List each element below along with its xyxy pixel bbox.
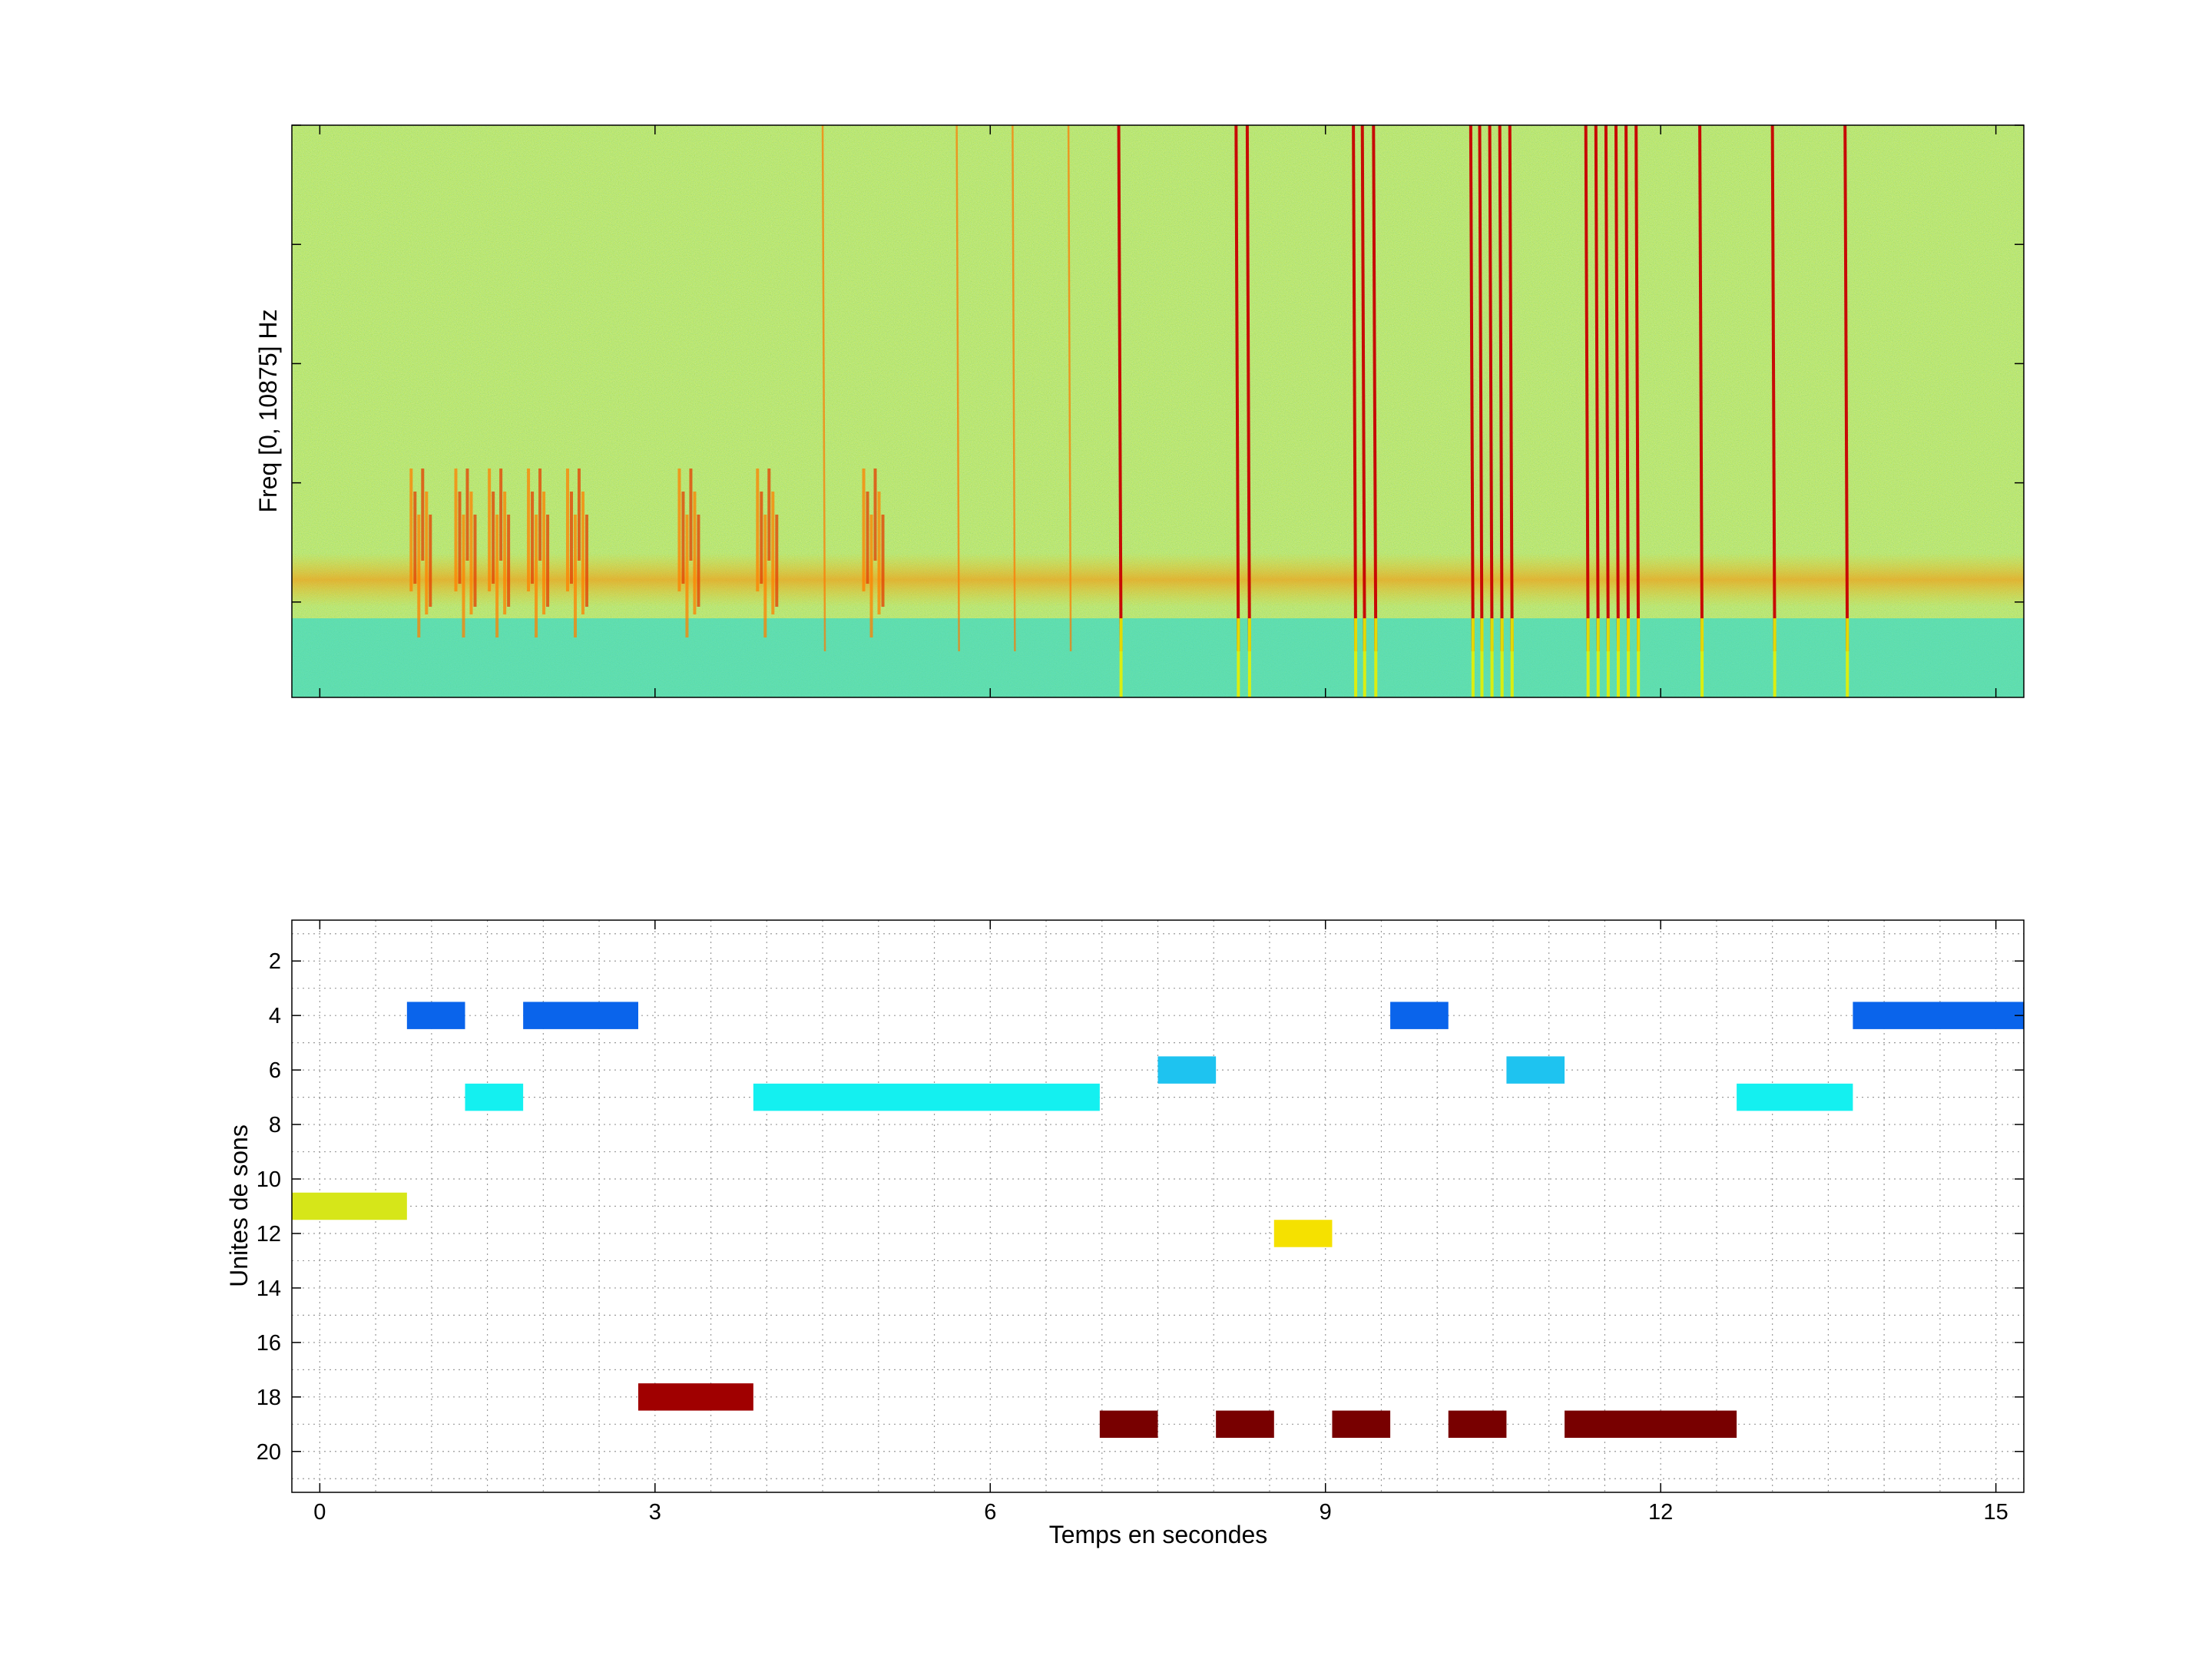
spectrogram-low-noise-texture [292,618,2024,697]
y-tick-label: 20 [257,1440,281,1465]
call-segment [862,469,885,637]
click-line [1117,125,1123,652]
units-panel: 0 3 6 9 12 15 2 4 6 8 10 12 14 16 18 20 Temps en second… [225,919,2025,1548]
y-tick-label: 18 [257,1386,281,1410]
spectrogram-features [409,125,1849,697]
click-line [1614,125,1620,652]
click-line [1352,125,1358,652]
click-line [1594,125,1600,652]
click-line [1508,125,1514,652]
unit-segment [1157,1056,1217,1084]
unit-segment [465,1083,524,1111]
spectrogram-noise [292,125,2024,697]
click-line [955,125,960,652]
click-line [1498,125,1504,652]
spectrogram-ticks [292,124,2024,697]
unit-segment [753,1083,1100,1111]
click-line [1604,125,1610,652]
unit-segment [1853,1002,2024,1029]
y-tick-label: 14 [257,1277,281,1301]
call-segment [565,469,588,637]
click-line [1488,125,1494,652]
x-tick-label: 0 [313,1500,326,1525]
x-tick-label: 3 [649,1500,661,1525]
click-line [1067,125,1072,652]
click-line [1843,125,1849,652]
call-segment [409,469,432,637]
click-line [1360,125,1366,652]
y-tick-label: 8 [269,1113,281,1137]
call-segment [756,469,779,637]
click-line [1245,125,1251,652]
y-tick-label: 2 [269,949,281,974]
unit-segment [1506,1056,1565,1084]
y-tick-label: 6 [269,1058,281,1083]
click-line [1634,125,1641,652]
click-line [1372,125,1378,652]
click-line [1478,125,1484,652]
x-tick-label: 12 [1648,1500,1673,1525]
spectrogram-frame [291,124,2025,698]
click-line [1469,125,1475,652]
unit-segment [1737,1083,1853,1111]
units-segments [292,1002,2024,1439]
click-line [821,125,826,652]
units-x-label: Temps en secondes [1049,1521,1268,1548]
click-line [1234,125,1240,652]
unit-segment [1273,1220,1333,1247]
y-tick-label: 12 [257,1222,281,1247]
units-y-label: Unites de sons [225,1124,253,1287]
click-line [1012,125,1016,652]
unit-segment [523,1002,638,1029]
call-segment [454,469,477,637]
call-segment [527,469,550,637]
x-tick-label: 9 [1320,1500,1332,1525]
x-tick-label: 6 [984,1500,996,1525]
spectrogram-y-label: Freq [0, 10875] Hz [254,309,282,512]
y-tick-label: 16 [257,1331,281,1356]
click-line [1624,125,1631,652]
spectrogram-energy-band [292,553,2024,607]
unit-segment [1448,1410,1507,1439]
unit-segment [1099,1410,1158,1439]
unit-segment [638,1383,753,1411]
unit-segment [1216,1410,1274,1439]
unit-segment [1565,1410,1737,1439]
units-frame [291,919,2025,1493]
spectrogram-panel: Freq [0, 10875] Hz [254,124,2025,698]
call-segment [677,469,700,637]
unit-segment [292,1192,407,1220]
x-tick-label: 15 [1983,1500,2008,1525]
click-line [1698,125,1704,652]
y-tick-label: 10 [257,1167,281,1192]
y-tick-label: 4 [269,1004,281,1028]
unit-segment [406,1002,465,1029]
click-line [1584,125,1590,652]
units-ticks: 0 3 6 9 12 15 2 4 6 8 10 12 14 16 18 20 [257,920,2024,1525]
unit-segment [1390,1002,1449,1029]
call-segment [488,469,511,637]
click-line [1770,125,1777,652]
unit-segment [1332,1410,1391,1439]
